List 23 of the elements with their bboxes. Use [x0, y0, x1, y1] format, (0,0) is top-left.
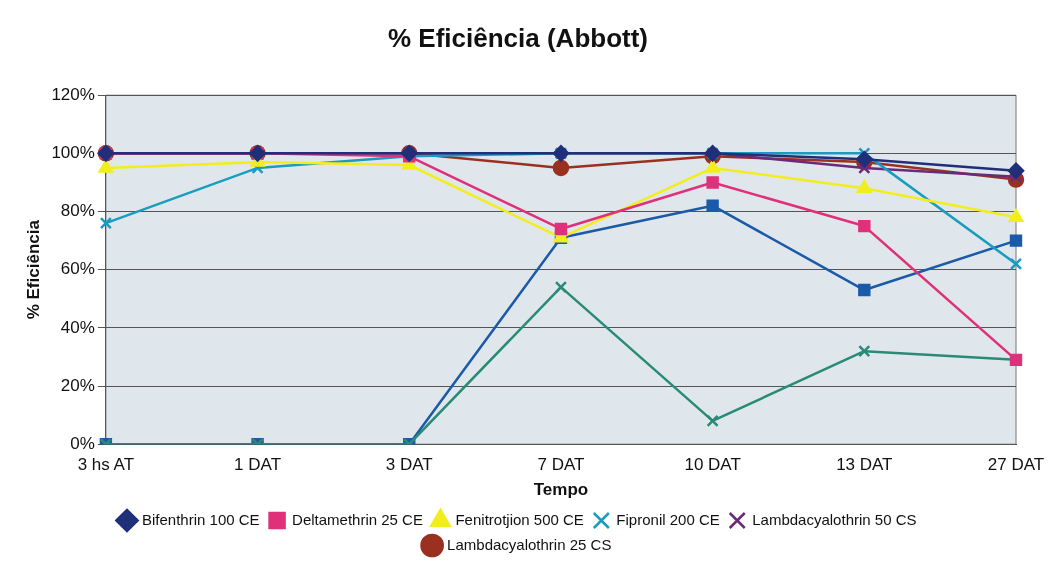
y-tick-label: 100% — [51, 143, 95, 163]
y-axis-title: % Eficiência — [23, 219, 43, 320]
x-tick-label: 7 DAT — [537, 455, 585, 475]
legend-label: Fenitrotjion 500 CE — [455, 510, 584, 528]
x-tick-label: 3 DAT — [385, 455, 433, 475]
y-tick-label: 20% — [60, 375, 95, 395]
x-axis-title: Tempo — [533, 480, 589, 500]
legend-label: Lambdacyalothrin 25 CS — [447, 535, 612, 553]
y-tick-label: 60% — [60, 259, 95, 279]
y-tick-label: 80% — [60, 201, 95, 221]
x-tick-label: 1 DAT — [234, 455, 282, 475]
y-tick-label: 40% — [60, 317, 95, 337]
y-tick-label: 120% — [51, 84, 95, 104]
legend-label: Deltamethrin 25 CE — [292, 510, 423, 528]
x-tick-label: 27 DAT — [987, 455, 1045, 475]
y-tick-label: 0% — [70, 433, 95, 453]
x-tick-label: 13 DAT — [836, 455, 893, 475]
x-tick-label: 10 DAT — [684, 455, 741, 475]
chart-title: % Eficiência (Abbott) — [387, 22, 649, 53]
legend-label: Bifenthrin 100 CE — [142, 510, 260, 528]
x-tick-label: 3 hs AT — [77, 455, 135, 475]
legend-label: Fipronil 200 CE — [616, 510, 720, 528]
legend-label: Lambdacyalothrin 50 CS — [752, 510, 917, 528]
